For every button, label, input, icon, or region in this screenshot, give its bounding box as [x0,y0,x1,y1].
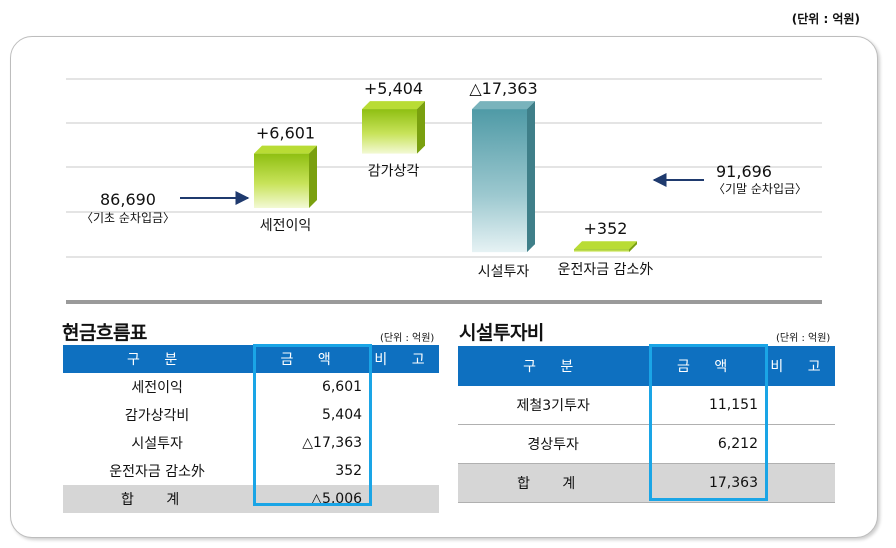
amount-highlight [253,344,372,506]
bar-side [527,101,535,253]
category-label: 감가상각 [368,164,420,180]
row-amount: 11,151 [648,386,766,425]
header-amount: 금 액 [251,345,371,373]
table-row: 경상투자 6,212 [458,424,835,464]
row-amount: 5,404 [321,407,363,423]
bar-side [309,145,317,208]
header-category: 구 분 [63,345,252,373]
start-value: 86,690 [100,190,156,209]
bar-top [472,101,535,110]
table-row: 제철3기투자 11,151 [458,386,835,425]
header-category: 구 분 [458,346,649,386]
bar-side [417,101,425,154]
category-label: 세전이익 [260,218,312,234]
bar-top [362,101,425,110]
table-row: 운전자금 감소外 352 [63,457,439,485]
total-row: 합 계 17,363 [458,463,835,503]
section-divider [66,300,822,304]
cash-flow-title: 현금흐름표 [62,322,147,344]
end-value: 91,696 [716,162,772,181]
capex-table: 구 분 금 액 비 고 제철3기투자 11,151 경상투자 6,212 합 계… [458,346,835,503]
row-label: 감가상각비 [124,408,190,424]
data-label: △17,363 [469,79,537,98]
bar [254,153,309,208]
header-note: 비 고 [765,346,835,386]
bar [362,109,417,154]
data-label: +5,404 [364,79,423,98]
header-note: 비 고 [370,345,439,373]
row-amount: 6,212 [648,424,766,464]
category-label: 운전자금 감소外 [558,262,654,278]
start-label: 〈기초 순차입금〉 [81,211,175,225]
row-amount: 352 [335,463,363,479]
row-label: 세전이익 [131,380,183,396]
total-amount: 17,363 [648,463,766,503]
total-label: 합 계 [458,463,649,503]
category-label: 시설투자 [478,264,530,280]
end-label: 〈기말 순차입금〉 [713,182,807,196]
table-row: 세전이익 6,601 [63,373,439,401]
row-amount: △17,363 [302,435,363,451]
table-row: 시설투자 △17,363 [63,429,439,457]
row-label: 시설투자 [131,436,183,452]
data-label: +6,601 [256,124,315,143]
bar-top [254,145,317,154]
row-label: 제철3기투자 [458,386,649,425]
total-label: 합 계 [63,485,252,513]
bar [472,109,527,253]
header-amount: 금 액 [648,346,766,386]
capex-unit: (단위 : 억원) [776,333,831,344]
row-label: 운전자금 감소外 [109,464,205,480]
total-amount: △5,006 [251,485,371,513]
capex-title: 시설투자비 [459,322,544,344]
amount-highlight [649,344,768,501]
table-row: 감가상각비 5,404 [63,401,439,429]
cash-flow-table: 구 분 금 액 비 고 세전이익 6,601 감가상각비 5,404 시설투자 … [63,345,439,513]
row-amount: 6,601 [321,379,363,395]
row-label: 경상투자 [458,424,649,464]
unit-label: (단위 : 억원) [791,12,860,26]
bar-top [574,241,637,250]
bar-side [629,241,637,253]
data-label: +352 [584,219,628,238]
cash-flow-unit: (단위 : 억원) [380,333,435,344]
bar [574,249,629,253]
total-row: 합 계 △5,006 [63,485,439,513]
